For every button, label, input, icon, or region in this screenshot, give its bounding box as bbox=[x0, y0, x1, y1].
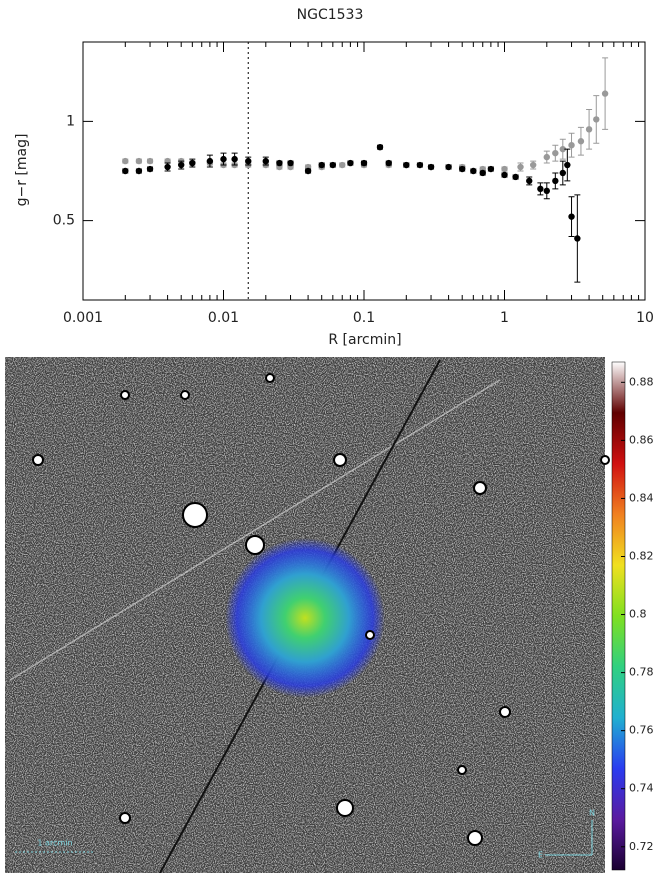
data-point bbox=[552, 149, 559, 157]
data-point bbox=[245, 157, 252, 165]
data-point bbox=[543, 187, 550, 195]
data-point bbox=[501, 171, 508, 179]
x-tick-label: 0.1 bbox=[353, 310, 375, 326]
colorbar-tick-label: 0.8 bbox=[629, 608, 647, 621]
x-tick-label: 1 bbox=[500, 310, 509, 326]
data-point bbox=[360, 159, 368, 167]
data-point bbox=[276, 159, 283, 167]
data-point bbox=[135, 157, 143, 165]
colorbar bbox=[611, 361, 626, 871]
data-point bbox=[517, 163, 524, 171]
data-point bbox=[470, 167, 477, 175]
colorbar-tick-label: 0.84 bbox=[629, 491, 654, 504]
data-point bbox=[445, 163, 452, 171]
chart-title: NGC1533 bbox=[297, 7, 364, 23]
y-tick-label: 1 bbox=[66, 113, 75, 129]
data-point bbox=[122, 157, 129, 165]
data-point bbox=[385, 159, 392, 167]
data-point bbox=[189, 159, 196, 167]
data-point bbox=[552, 177, 559, 185]
data-point bbox=[122, 167, 129, 175]
data-point bbox=[543, 153, 550, 161]
data-point bbox=[559, 169, 567, 177]
data-point bbox=[564, 161, 571, 169]
data-point bbox=[146, 157, 154, 165]
data-point bbox=[318, 161, 325, 169]
colorbar-tick-label: 0.86 bbox=[629, 433, 654, 446]
east-label: E bbox=[538, 851, 543, 860]
data-point bbox=[568, 142, 575, 149]
galaxy bbox=[225, 538, 385, 698]
x-axis-label: R [arcmin] bbox=[328, 332, 401, 348]
y-tick-label: 0.5 bbox=[53, 213, 75, 229]
data-point bbox=[135, 167, 143, 175]
colorbar-tick-label: 0.74 bbox=[629, 782, 654, 795]
colorbar-tick-label: 0.82 bbox=[629, 549, 654, 562]
satellite-trail bbox=[9, 379, 501, 681]
data-point bbox=[574, 235, 581, 242]
colorbar-tick-label: 0.76 bbox=[629, 724, 654, 737]
data-point bbox=[347, 159, 354, 167]
data-point bbox=[537, 185, 544, 193]
data-point bbox=[262, 157, 269, 165]
data-point bbox=[231, 155, 238, 163]
data-point bbox=[146, 165, 154, 173]
y-axis-label: g−r [mag] bbox=[14, 134, 30, 207]
data-point bbox=[304, 167, 312, 175]
data-point bbox=[501, 165, 508, 173]
x-tick-label: 0.01 bbox=[208, 310, 239, 326]
data-point bbox=[416, 161, 424, 169]
data-point bbox=[526, 177, 533, 185]
x-tick-label: 10 bbox=[636, 310, 654, 326]
scale-label: 1 arcmin bbox=[37, 839, 72, 848]
galaxy-image: 1 arcmin E N bbox=[5, 357, 610, 873]
data-point bbox=[559, 145, 567, 153]
colorbar-tick-label: 0.72 bbox=[629, 840, 654, 853]
data-point bbox=[206, 157, 214, 165]
data-point bbox=[403, 161, 410, 169]
data-point bbox=[601, 90, 609, 97]
north-label: N bbox=[589, 809, 595, 818]
data-point bbox=[479, 169, 486, 177]
data-point bbox=[164, 163, 171, 171]
data-point bbox=[487, 165, 495, 173]
data-point bbox=[287, 159, 294, 167]
data-point bbox=[568, 213, 575, 220]
colorbar-tick-label: 0.78 bbox=[629, 666, 654, 679]
data-point bbox=[585, 126, 593, 133]
data-point bbox=[577, 138, 585, 145]
data-point bbox=[339, 161, 346, 169]
x-tick-label: 0.001 bbox=[63, 310, 103, 326]
data-point bbox=[178, 161, 185, 169]
data-point bbox=[529, 161, 537, 169]
data-point bbox=[329, 161, 337, 169]
data-point bbox=[427, 163, 435, 171]
colorbar-tick-label: 0.88 bbox=[629, 375, 654, 388]
data-point bbox=[512, 173, 519, 181]
data-point bbox=[459, 165, 466, 173]
data-point bbox=[220, 155, 227, 163]
data-point bbox=[593, 116, 600, 123]
stars bbox=[32, 373, 610, 846]
data-point bbox=[376, 143, 384, 151]
